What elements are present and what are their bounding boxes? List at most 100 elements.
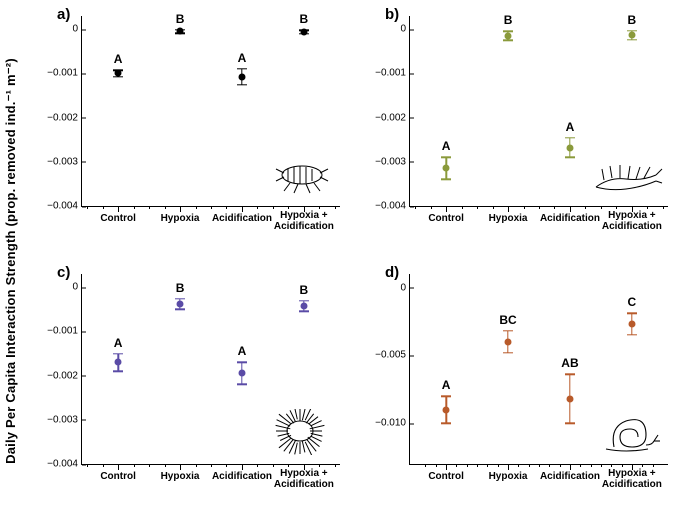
y-tick: 0 xyxy=(72,282,82,293)
x-tick-minor xyxy=(601,464,602,467)
y-tick: −0.004 xyxy=(47,459,82,470)
x-tick-minor xyxy=(415,206,416,209)
y-tick: −0.002 xyxy=(47,112,82,123)
x-tick-minor xyxy=(601,206,602,209)
significance-label: A xyxy=(566,120,575,134)
significance-label: A xyxy=(442,139,451,153)
plot-area: 0−0.001−0.002−0.003−0.004ControlHypoxiaA… xyxy=(81,274,340,465)
data-point xyxy=(238,73,245,80)
x-tick-minor xyxy=(616,206,617,209)
x-tick-label: Hypoxia +Acidification xyxy=(602,211,662,232)
x-tick-minor xyxy=(87,464,88,467)
significance-label: A xyxy=(114,336,123,350)
data-point xyxy=(238,370,245,377)
x-tick-major xyxy=(446,464,447,470)
x-tick-major xyxy=(242,206,243,212)
x-tick-minor xyxy=(560,464,561,467)
x-tick-minor xyxy=(585,206,586,209)
y-tick: −0.004 xyxy=(375,201,410,212)
error-cap xyxy=(237,362,247,363)
plot-area: 0−0.001−0.002−0.003−0.004ControlHypoxiaA… xyxy=(81,16,340,207)
x-tick-minor xyxy=(591,464,592,467)
x-tick-minor xyxy=(431,206,432,209)
panel-d: 0−0.005−0.010ControlHypoxiaAcidification… xyxy=(354,260,676,513)
error-cap xyxy=(441,157,451,158)
error-cap xyxy=(565,157,575,158)
x-tick-major xyxy=(446,206,447,212)
x-tick-minor xyxy=(498,464,499,467)
y-tick: −0.001 xyxy=(375,68,410,79)
x-tick-minor xyxy=(335,206,336,209)
x-tick-major xyxy=(118,206,119,212)
x-tick-minor xyxy=(273,206,274,209)
data-point xyxy=(443,165,450,172)
data-point xyxy=(443,406,450,413)
error-cap xyxy=(441,395,451,396)
significance-label: B xyxy=(300,283,309,297)
x-tick-label: Control xyxy=(100,213,136,224)
x-tick-label: Hypoxia xyxy=(161,471,200,482)
y-tick: −0.003 xyxy=(47,414,82,425)
x-tick-minor xyxy=(529,464,530,467)
error-cap xyxy=(175,309,185,310)
error-cap xyxy=(503,40,513,41)
data-point xyxy=(628,321,635,328)
y-tick: −0.005 xyxy=(375,350,410,361)
significance-label: A xyxy=(442,378,451,392)
nudibranch-icon xyxy=(590,157,664,202)
error-cap xyxy=(237,68,247,69)
x-tick-minor xyxy=(288,464,289,467)
x-tick-minor xyxy=(257,206,258,209)
panel-b: 0−0.001−0.002−0.003−0.004ControlHypoxiaA… xyxy=(354,2,676,255)
x-tick-major xyxy=(508,206,509,212)
y-tick: −0.001 xyxy=(47,326,82,337)
x-tick-major xyxy=(180,206,181,212)
x-tick-minor xyxy=(539,464,540,467)
x-tick-major xyxy=(508,464,509,470)
error-cap xyxy=(627,334,637,335)
y-tick: 0 xyxy=(72,24,82,35)
x-tick-minor xyxy=(549,464,550,467)
error-cap xyxy=(565,374,575,375)
x-tick-minor xyxy=(477,464,478,467)
panel-label: c) xyxy=(57,264,70,281)
error-cap xyxy=(627,39,637,40)
x-tick-minor xyxy=(335,464,336,467)
x-tick-label: Control xyxy=(428,471,464,482)
data-point xyxy=(505,32,512,39)
urchin-icon xyxy=(264,409,336,460)
x-tick-label: Control xyxy=(100,471,136,482)
data-point xyxy=(177,301,184,308)
y-tick: 0 xyxy=(400,24,410,35)
significance-label: B xyxy=(176,281,185,295)
error-cap xyxy=(503,352,513,353)
error-cap xyxy=(565,423,575,424)
data-point xyxy=(115,359,122,366)
y-tick: −0.010 xyxy=(375,418,410,429)
x-tick-label: Acidification xyxy=(540,471,600,482)
x-tick-major xyxy=(570,206,571,212)
y-tick: −0.003 xyxy=(47,156,82,167)
x-tick-minor xyxy=(103,464,104,467)
panel-label: b) xyxy=(385,6,399,23)
x-tick-major xyxy=(242,464,243,470)
panel-label: a) xyxy=(57,6,70,23)
significance-label: A xyxy=(114,52,123,66)
x-tick-minor xyxy=(477,206,478,209)
significance-label: C xyxy=(628,295,637,309)
panel-label: d) xyxy=(385,264,399,281)
x-tick-label: Hypoxia +Acidification xyxy=(274,211,334,232)
y-axis-label-text: Daily Per Capita Interaction Strength (p… xyxy=(3,58,19,464)
x-tick-minor xyxy=(647,206,648,209)
figure-root: Daily Per Capita Interaction Strength (p… xyxy=(0,0,685,521)
error-cap xyxy=(299,300,309,301)
x-tick-minor xyxy=(611,464,612,467)
significance-label: A xyxy=(238,51,247,65)
significance-label: B xyxy=(504,13,513,27)
x-tick-minor xyxy=(134,206,135,209)
x-tick-minor xyxy=(211,206,212,209)
error-cap xyxy=(503,330,513,331)
x-tick-minor xyxy=(642,464,643,467)
y-tick: −0.004 xyxy=(47,201,82,212)
x-tick-minor xyxy=(134,464,135,467)
